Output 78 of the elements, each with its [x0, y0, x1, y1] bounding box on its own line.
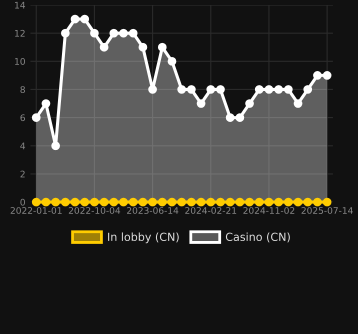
point	[138, 198, 148, 206]
point	[42, 99, 50, 108]
point	[80, 14, 90, 24]
point	[187, 198, 196, 206]
point	[196, 198, 206, 206]
point	[109, 198, 118, 206]
point	[177, 198, 186, 206]
point	[294, 99, 302, 108]
point	[226, 198, 235, 206]
x-tick-label: 2022-10-04	[68, 207, 120, 214]
point	[236, 198, 244, 206]
point	[119, 198, 128, 206]
point	[158, 42, 167, 52]
point	[322, 71, 332, 80]
point	[42, 198, 50, 206]
point	[294, 198, 302, 206]
y-tick-label: 10	[15, 58, 25, 65]
point	[187, 85, 196, 94]
point	[284, 85, 293, 94]
point	[128, 28, 138, 38]
point	[109, 28, 118, 38]
point	[70, 14, 80, 24]
y-tick-label: 12	[15, 30, 25, 37]
point	[148, 198, 157, 206]
point	[322, 198, 332, 206]
x-tick-label: 2024-02-21	[185, 207, 236, 214]
x-tick-label: 2023-06-14	[127, 207, 178, 214]
point	[303, 85, 312, 94]
point	[264, 85, 274, 94]
legend-label: Casino (CN)	[226, 232, 290, 242]
point	[119, 28, 128, 38]
point	[100, 198, 108, 206]
point	[313, 198, 322, 206]
point	[138, 42, 148, 52]
x-tick-label: 2022-01-01	[10, 207, 62, 214]
point	[60, 28, 70, 38]
point	[90, 198, 99, 206]
point	[274, 85, 283, 94]
point	[254, 85, 264, 94]
point	[216, 198, 225, 206]
point	[128, 198, 138, 206]
point	[216, 85, 225, 94]
point	[80, 198, 90, 206]
point	[168, 56, 176, 66]
point	[196, 99, 206, 108]
point	[313, 71, 322, 80]
x-tick-label: 2024-11-02	[243, 207, 294, 214]
y-tick-label: 8	[20, 86, 25, 94]
y-tick-label: 2	[20, 170, 25, 178]
point	[264, 198, 274, 206]
point	[226, 113, 235, 122]
point	[177, 85, 186, 94]
point	[60, 198, 70, 206]
point	[254, 198, 264, 206]
point	[90, 28, 99, 38]
point	[303, 198, 312, 206]
point	[70, 198, 80, 206]
point	[206, 198, 216, 206]
x-tick-label: 2025-07-14	[302, 207, 353, 214]
y-tick-label: 0	[20, 198, 25, 206]
legend-label: In lobby (CN)	[108, 232, 179, 244]
point	[51, 141, 60, 150]
point	[100, 42, 108, 52]
point	[236, 113, 244, 122]
point	[32, 198, 41, 206]
point	[148, 85, 157, 94]
point	[245, 198, 254, 206]
y-tick-label: 14	[15, 2, 26, 8]
point	[51, 198, 60, 206]
point	[168, 198, 176, 206]
point	[274, 198, 283, 206]
point	[245, 99, 254, 108]
point	[206, 85, 216, 94]
y-tick-label: 4	[20, 142, 26, 150]
point	[284, 198, 293, 206]
point	[32, 113, 41, 122]
y-tick-label: 6	[20, 114, 25, 122]
point	[158, 198, 167, 206]
